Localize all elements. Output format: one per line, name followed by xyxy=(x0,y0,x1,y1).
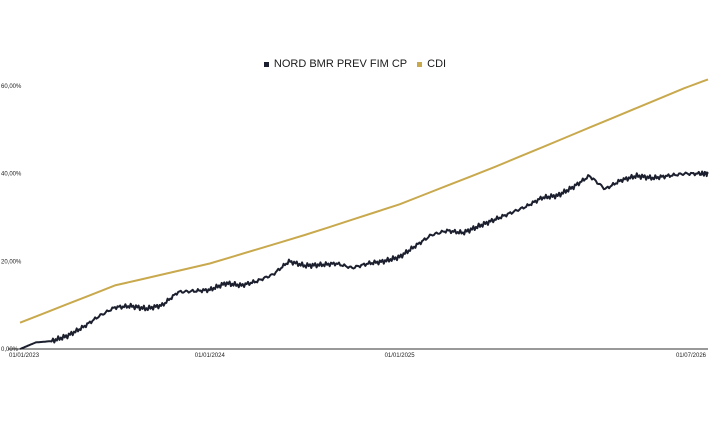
legend-swatch-cdi xyxy=(417,61,423,67)
x-tick-label: 01/01/2023 xyxy=(9,353,40,359)
legend-swatch-nord xyxy=(263,61,269,67)
legend-item-nord[interactable]: NORD BMR PREV FIM CP xyxy=(263,58,408,70)
legend-label-cdi: CDI xyxy=(427,58,447,70)
legend: NORD BMR PREV FIM CP CDI xyxy=(0,58,710,70)
y-tick-label: 60,00% xyxy=(1,84,22,90)
y-tick-label: 20,00% xyxy=(1,259,22,265)
series-line-cdi xyxy=(19,78,709,324)
x-tick-label: 01/01/2024 xyxy=(195,353,226,359)
legend-label-nord: NORD BMR PREV FIM CP xyxy=(273,58,408,70)
x-tick-labels: 01/01/2023 01/01/2024 01/01/2025 01/07/2026 xyxy=(9,353,707,359)
series-line-nord xyxy=(19,170,709,350)
y-tick-label: 40,00% xyxy=(1,172,22,178)
legend-item-cdi[interactable]: CDI xyxy=(417,58,446,70)
y-tick-label: 0,00% xyxy=(1,347,19,353)
series-lines xyxy=(19,78,709,350)
x-tick-label: 01/07/2026 xyxy=(676,353,707,359)
y-tick-labels: 0,00% 20,00% 40,00% 60,00% xyxy=(1,84,22,353)
x-tick-label: 01/01/2025 xyxy=(385,353,416,359)
